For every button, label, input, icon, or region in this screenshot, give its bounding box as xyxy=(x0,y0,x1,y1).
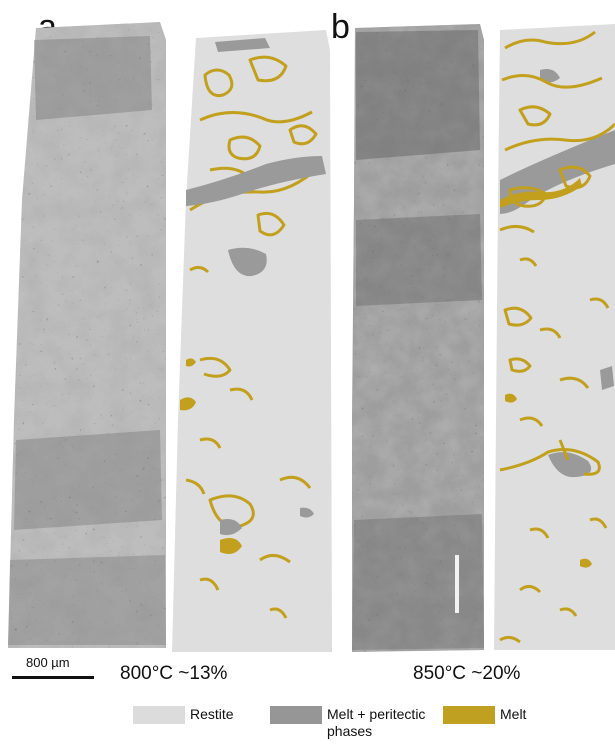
panel-label-b: b xyxy=(331,8,350,46)
caption-a: 800°C ~13% xyxy=(120,663,228,684)
legend-label-restite: Restite xyxy=(190,706,234,722)
legend-swatch-melt-peritectic xyxy=(270,706,322,724)
scale-bar xyxy=(12,676,94,679)
caption-b: 850°C ~20% xyxy=(413,663,521,684)
phase-map-b xyxy=(494,24,615,650)
legend: Restite Melt + peritectic phases Melt xyxy=(0,706,615,750)
legend-label-melt-peritectic: Melt + peritectic phases xyxy=(327,706,426,739)
scale-bar-label: 800 µm xyxy=(26,655,70,670)
bse-image-b xyxy=(352,24,484,652)
legend-swatch-restite xyxy=(133,706,185,724)
legend-swatch-melt xyxy=(443,706,495,724)
phase-map-a xyxy=(172,30,332,652)
bse-image-a xyxy=(8,22,166,648)
legend-label-melt: Melt xyxy=(500,706,527,722)
